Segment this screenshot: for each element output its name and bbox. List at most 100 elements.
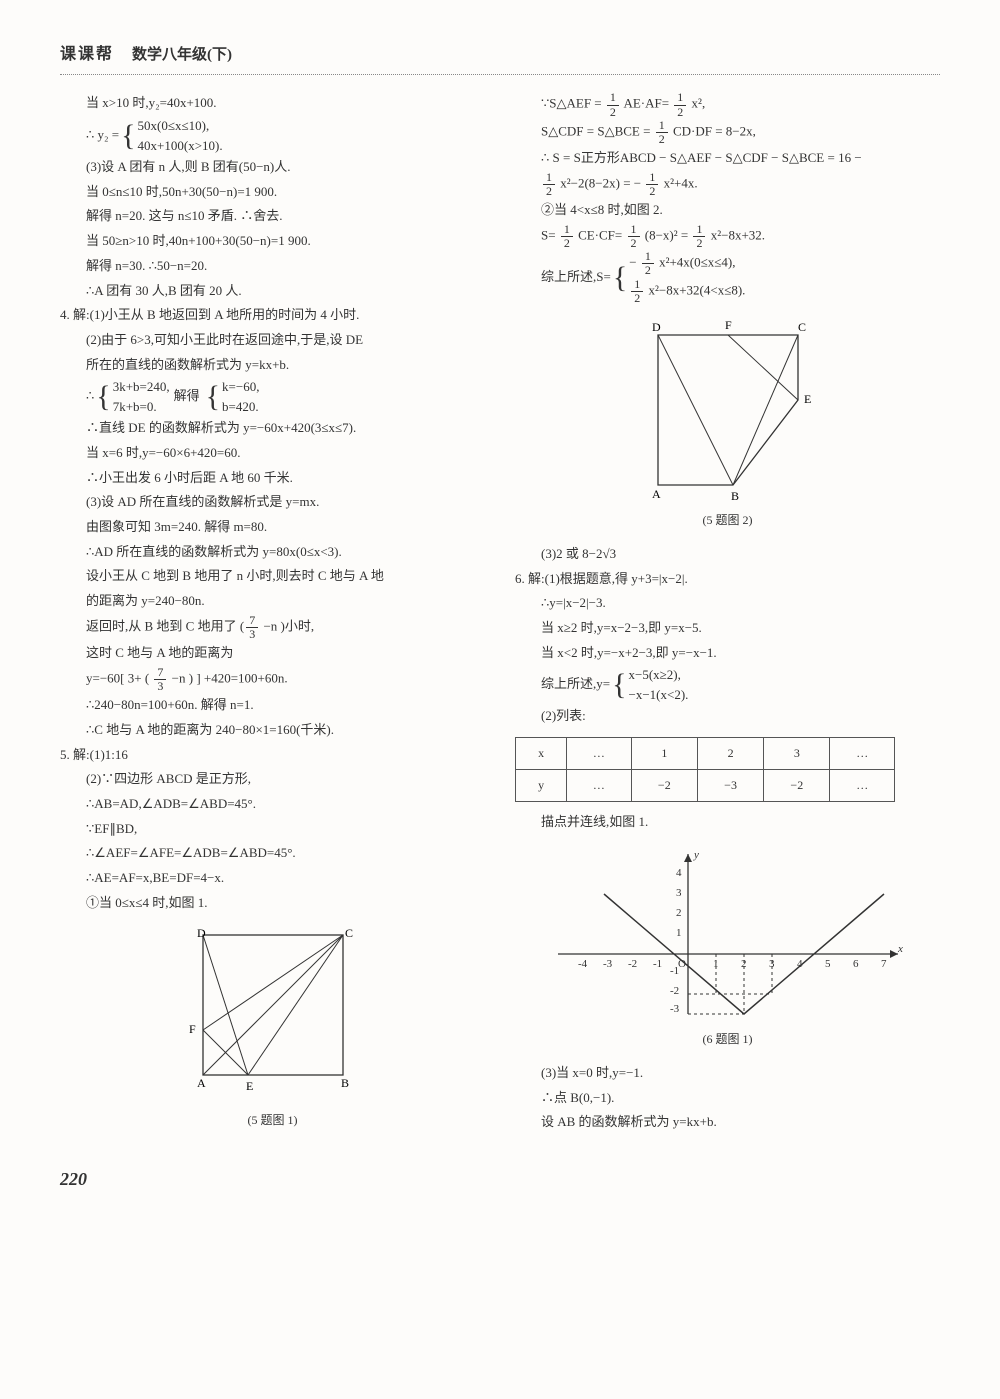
- text: ∴点 B(0,−1).: [515, 1086, 940, 1111]
- text: S= 12 CE·CF= 12 (8−x)² = 12 x²−8x+32.: [515, 223, 940, 250]
- q5: 5. 解:(1)1:16: [60, 743, 485, 768]
- svg-text:A: A: [652, 487, 661, 501]
- text: ∴A 团有 30 人,B 团有 20 人.: [60, 279, 485, 304]
- text: 当 x<2 时,y=−x+2−3,即 y=−x−1.: [515, 641, 940, 666]
- svg-text:-3: -3: [603, 958, 613, 970]
- text: ∴AB=AD,∠ADB=∠ABD=45°.: [60, 792, 485, 817]
- svg-text:5: 5: [825, 958, 831, 970]
- svg-text:C: C: [798, 320, 806, 334]
- text: 当 x≥2 时,y=x−2−3,即 y=x−5.: [515, 616, 940, 641]
- text: 当 0≤n≤10 时,50n+30(50−n)=1 900.: [60, 180, 485, 205]
- subject: 数学八年级(下): [132, 41, 232, 70]
- text: 12 x²−2(8−2x) = − 12 x²+4x.: [515, 171, 940, 198]
- text: ②当 4<x≤8 时,如图 2.: [515, 198, 940, 223]
- system-eq: ∴ { 3k+b=240, 7k+b=0. 解得 { k=−60, b=420.: [60, 377, 259, 416]
- brace-icon: {: [96, 382, 110, 412]
- figure-5-1: A B C D E F (5 题图 1): [60, 925, 485, 1132]
- text: ∴∠AEF=∠AFE=∠ADB=∠ABD=45°.: [60, 841, 485, 866]
- svg-text:F: F: [725, 318, 732, 332]
- text: 的距离为 y=240−80n.: [60, 589, 485, 614]
- left-column: 当 x>10 时,y₂=40x+100. ∴ y₂ = { 50x(0≤x≤10…: [60, 91, 485, 1142]
- brace-icon: {: [612, 670, 626, 700]
- text: (2)由于 6>3,可知小王此时在返回途中,于是,设 DE: [60, 328, 485, 353]
- svg-text:A: A: [197, 1076, 206, 1090]
- page-number: 220: [60, 1162, 940, 1196]
- figure-6-1: -4-3 -2-1 O 12 34 56 7 x 12 34 -1-2: [515, 844, 940, 1051]
- text: ∴ y₂ =: [86, 123, 119, 148]
- page-header: 课课帮 数学八年级(下): [60, 40, 940, 75]
- text: 40x+100(x>10).: [138, 136, 223, 156]
- text: ∵EF∥BD,: [60, 817, 485, 842]
- text: ∴ S = S正方形ABCD − S△AEF − S△CDF − S△BCE =…: [515, 146, 940, 171]
- q4: 4. 解:(1)小王从 B 地返回到 A 地所用的时间为 4 小时.: [60, 303, 485, 328]
- text: 3k+b=240,: [113, 377, 170, 397]
- piecewise-y: 综上所述,y= { x−5(x≥2), −x−1(x<2).: [515, 665, 688, 704]
- svg-text:-4: -4: [578, 958, 588, 970]
- svg-text:2: 2: [676, 907, 682, 919]
- xy-table: x … 1 2 3 … y … −2 −3 −2 …: [515, 737, 895, 802]
- svg-text:C: C: [345, 926, 353, 940]
- text: 这时 C 地与 A 地的距离为: [60, 641, 485, 666]
- brand: 课课帮: [60, 40, 114, 70]
- text: k=−60,: [222, 377, 259, 397]
- svg-text:x: x: [897, 943, 903, 955]
- svg-text:-1: -1: [653, 958, 662, 970]
- text: 返回时,从 B 地到 C 地用了 (73 −n )小时,: [60, 614, 485, 641]
- svg-text:4: 4: [676, 867, 682, 879]
- svg-text:6: 6: [853, 958, 859, 970]
- svg-text:-2: -2: [670, 985, 679, 997]
- table-row: x … 1 2 3 …: [516, 737, 895, 769]
- text: S△CDF = S△BCE = 12 CD·DF = 8−2x,: [515, 119, 940, 146]
- svg-text:7: 7: [881, 958, 887, 970]
- text: 7k+b=0.: [113, 397, 170, 417]
- svg-text:-2: -2: [628, 958, 637, 970]
- text: 当 x>10 时,y₂=40x+100.: [60, 91, 485, 116]
- text: ∴: [86, 384, 94, 409]
- text: ∵S△AEF = 12 AE·AF= 12 x²,: [515, 91, 940, 118]
- piecewise-S: 综上所述,S= { − 12 x²+4x(0≤x≤4), 12 x²−8x+32…: [515, 250, 745, 305]
- figure-caption: (5 题图 2): [515, 509, 940, 532]
- text: ①当 0≤x≤4 时,如图 1.: [60, 891, 485, 916]
- brace-icon: {: [613, 263, 627, 293]
- text: ∴y=|x−2|−3.: [515, 591, 940, 616]
- figure-5-2: D C F E A B (5 题图 2): [515, 315, 940, 532]
- svg-text:1: 1: [676, 927, 682, 939]
- svg-text:B: B: [341, 1076, 349, 1090]
- text: (2)∵四边形 ABCD 是正方形,: [60, 767, 485, 792]
- q6: 6. 解:(1)根据题意,得 y+3=|x−2|.: [515, 567, 940, 592]
- brace-icon: {: [206, 382, 220, 412]
- figure-caption: (6 题图 1): [515, 1028, 940, 1051]
- text: 当 x=6 时,y=−60×6+420=60.: [60, 441, 485, 466]
- text: y=−60[ 3+ (: [86, 671, 149, 686]
- text: 所在的直线的函数解析式为 y=kx+b.: [60, 353, 485, 378]
- text: 解得 n=30. ∴50−n=20.: [60, 254, 485, 279]
- text: ∴小王出发 6 小时后距 A 地 60 千米.: [60, 466, 485, 491]
- text: −n )小时,: [263, 618, 314, 633]
- svg-text:E: E: [246, 1079, 253, 1093]
- text: ∴AE=AF=x,BE=DF=4−x.: [60, 866, 485, 891]
- figure-caption: (5 题图 1): [60, 1109, 485, 1132]
- text: −n ) ] +420=100+60n.: [172, 671, 288, 686]
- svg-text:E: E: [804, 392, 811, 406]
- text: 当 50≥n>10 时,40n+100+30(50−n)=1 900.: [60, 229, 485, 254]
- text: (3)2 或 8−2√3: [515, 542, 940, 567]
- table-row: y … −2 −3 −2 …: [516, 769, 895, 801]
- text: 50x(0≤x≤10),: [138, 116, 223, 136]
- svg-text:B: B: [731, 489, 739, 503]
- text: (2)列表:: [515, 704, 940, 729]
- text: 解得 n=20. 这与 n≤10 矛盾. ∴舍去.: [60, 204, 485, 229]
- svg-text:-1: -1: [670, 965, 679, 977]
- svg-text:3: 3: [676, 887, 682, 899]
- text: (3)当 x=0 时,y=−1.: [515, 1061, 940, 1086]
- text: 解得: [174, 384, 200, 409]
- svg-text:F: F: [189, 1022, 196, 1036]
- text: 描点并连线,如图 1.: [515, 810, 940, 835]
- text: ∴直线 DE 的函数解析式为 y=−60x+420(3≤x≤7).: [60, 416, 485, 441]
- text: ∴AD 所在直线的函数解析式为 y=80x(0≤x<3).: [60, 540, 485, 565]
- text: ∴240−80n=100+60n. 解得 n=1.: [60, 693, 485, 718]
- svg-text:y: y: [693, 849, 699, 861]
- text: 设 AB 的函数解析式为 y=kx+b.: [515, 1110, 940, 1135]
- text: (3)设 A 团有 n 人,则 B 团有(50−n)人.: [60, 155, 485, 180]
- svg-text:-3: -3: [670, 1003, 680, 1015]
- svg-text:D: D: [197, 926, 206, 940]
